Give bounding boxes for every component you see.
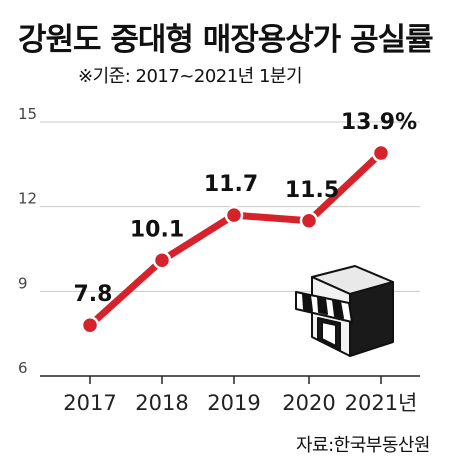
grid-lines	[40, 121, 420, 292]
x-tick-label: 2018	[135, 391, 188, 415]
storefront-icon	[295, 265, 394, 357]
x-axis-ticks: 2017 2018 2019 2020 2021년	[63, 376, 417, 415]
x-tick-label: 2019	[207, 391, 260, 415]
y-tick-label: 6	[18, 359, 28, 377]
y-axis-ticks: 6 9 12 15	[18, 105, 37, 377]
data-point	[152, 251, 172, 270]
source-note: 자료:한국부동산원	[295, 435, 431, 456]
data-label: 10.1	[130, 217, 184, 242]
data-points	[80, 143, 391, 335]
data-point	[224, 205, 244, 225]
y-tick-label: 12	[18, 190, 37, 208]
data-labels: 7.8 10.1 11.7 11.5 13.9%	[74, 110, 418, 307]
x-tick-label: 2017	[63, 391, 116, 415]
y-tick-label: 15	[18, 105, 37, 123]
data-point	[80, 315, 100, 335]
data-point	[299, 211, 319, 231]
data-label: 11.7	[204, 172, 258, 197]
y-tick-label: 9	[18, 274, 28, 292]
x-tick-label: 2021년	[345, 391, 418, 415]
chart-title: 강원도 중대형 매장용상가 공실률	[18, 22, 434, 58]
data-label: 7.8	[74, 282, 113, 307]
x-tick-label: 2020	[282, 391, 335, 415]
chart-subtitle: ※기준: 2017~2021년 1분기	[78, 66, 303, 87]
data-label: 11.5	[285, 178, 339, 203]
data-point	[371, 143, 391, 163]
data-label: 13.9%	[341, 110, 417, 135]
